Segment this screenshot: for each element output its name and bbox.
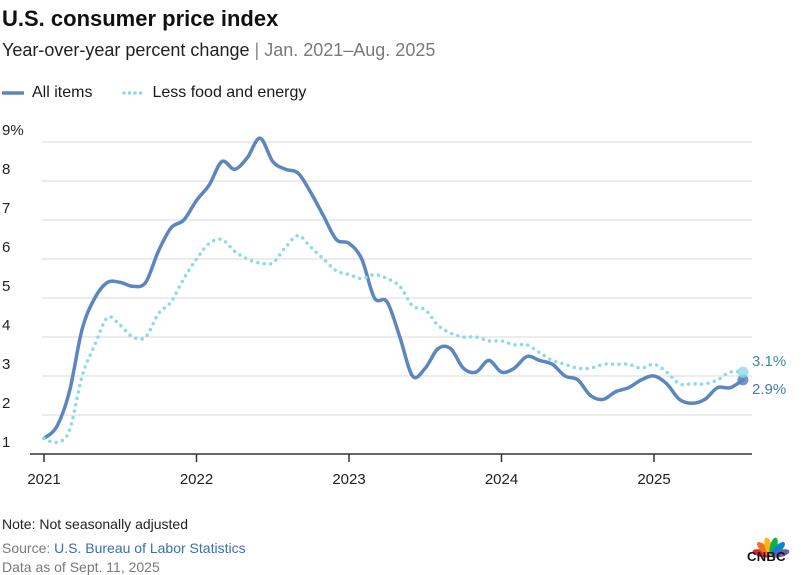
y-tick-label: 7 (2, 200, 10, 217)
subtitle-range: Jan. 2021–Aug. 2025 (264, 40, 436, 60)
brand-wordmark: CNBC (747, 549, 786, 564)
y-tick-label: 5 (2, 278, 10, 295)
legend-item-less-food-energy: Less food and energy (122, 84, 306, 102)
grid-lines (42, 141, 752, 416)
legend-label-less-food-energy: Less food and energy (152, 84, 307, 101)
peacock-logo-icon (752, 537, 790, 558)
subtitle-main: Year-over-year percent change (2, 40, 250, 60)
source-link[interactable]: U.S. Bureau of Labor Statistics (54, 540, 246, 556)
footnote: Note: Not seasonally adjusted (2, 516, 188, 532)
y-tick-label: 3 (2, 356, 10, 373)
end-point-marker (737, 374, 749, 386)
subtitle-separator: | (254, 40, 260, 60)
chart-title: U.S. consumer price index (2, 6, 279, 31)
y-tick-label: 2 (2, 395, 10, 412)
series-line-all-items (42, 136, 745, 441)
series-lines (42, 136, 745, 445)
legend-swatch-solid-icon (2, 91, 24, 95)
y-tick-label: 6 (2, 239, 10, 256)
x-tick-label: 2022 (180, 471, 213, 488)
end-value-label: 2.9% (752, 381, 786, 398)
x-axis: 2021 2022 2023 2024 2025 (27, 453, 752, 488)
line-chart: 1 2 3 4 5 6 7 8 9% 2021 2022 2023 2024 2025 2.9% 3.1% (2, 122, 786, 488)
y-tick-label: 4 (2, 317, 10, 334)
x-tick-label: 2021 (27, 471, 60, 488)
legend-label-all-items: All items (32, 84, 93, 101)
end-markers: 2.9% 3.1% (737, 353, 786, 398)
source-line: Source: U.S. Bureau of Labor Statistics (2, 540, 246, 556)
y-tick-label: 1 (2, 434, 10, 451)
legend-item-all-items: All items (2, 84, 92, 102)
chart-subtitle: Year-over-year percent change | Jan. 202… (2, 40, 435, 61)
chart-legend: All items Less food and energy (2, 84, 336, 102)
end-point-marker (737, 366, 749, 378)
end-value-label: 3.1% (752, 353, 786, 370)
series-line-less-food-energy (42, 233, 745, 445)
x-tick-label: 2025 (637, 471, 670, 488)
x-tick-label: 2023 (332, 471, 365, 488)
x-tick-label: 2024 (485, 471, 518, 488)
y-axis-labels: 1 2 3 4 5 6 7 8 9% (2, 122, 24, 451)
y-tick-label: 8 (2, 161, 10, 178)
y-tick-label: 9% (2, 122, 24, 139)
source-prefix: Source: (2, 540, 51, 556)
legend-swatch-dotted-icon (122, 91, 145, 95)
data-as-of: Data as of Sept. 11, 2025 (2, 559, 160, 575)
